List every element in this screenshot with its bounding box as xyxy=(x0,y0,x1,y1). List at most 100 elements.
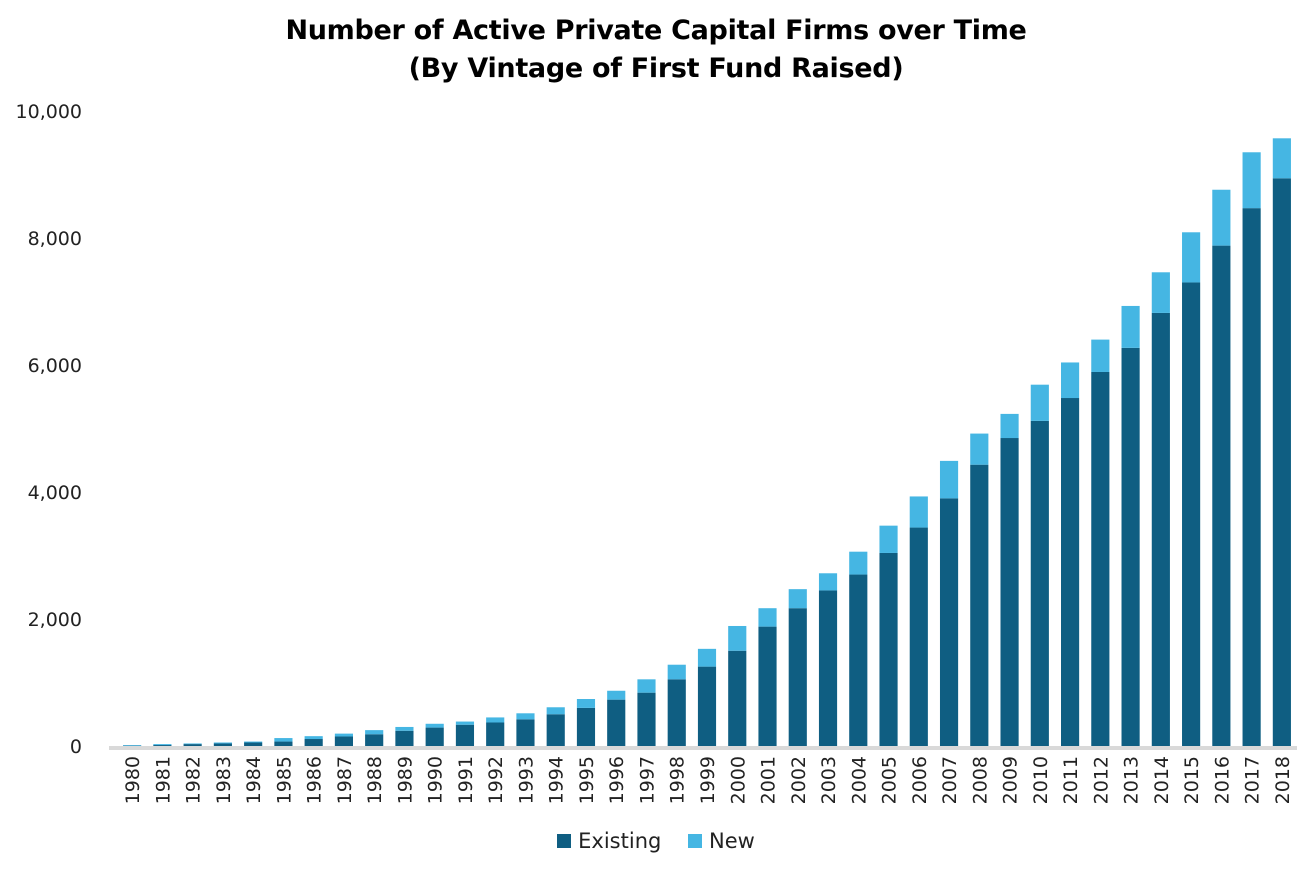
bar-new-2005 xyxy=(879,525,898,553)
bar-new-2004 xyxy=(849,551,868,575)
x-tick-label: 1984 xyxy=(243,756,265,804)
x-tick-label: 2015 xyxy=(1181,756,1203,804)
x-tick-label: 1996 xyxy=(606,756,628,804)
bar-existing-1995 xyxy=(576,707,596,746)
x-tick-label: 1982 xyxy=(183,756,205,804)
bar-existing-1989 xyxy=(395,730,414,746)
bar-new-1990 xyxy=(425,723,444,728)
legend-item-new: New xyxy=(688,829,755,853)
bar-existing-2015 xyxy=(1182,282,1201,746)
x-tick-label: 2006 xyxy=(909,756,931,804)
bar-existing-1994 xyxy=(546,714,565,746)
bar-new-2003 xyxy=(818,573,838,591)
bar-existing-1992 xyxy=(486,722,505,746)
x-tick-label: 1992 xyxy=(485,756,507,804)
bar-new-1995 xyxy=(576,699,596,708)
chart-title: Number of Active Private Capital Firms o… xyxy=(285,15,1027,46)
x-tick-label: 1993 xyxy=(515,756,537,804)
bar-new-2017 xyxy=(1242,152,1261,209)
bar-new-1992 xyxy=(486,717,505,723)
bar-new-1996 xyxy=(607,690,626,700)
bar-new-1984 xyxy=(244,741,263,743)
legend-item-existing: Existing xyxy=(557,829,661,853)
y-tick-label: 0 xyxy=(70,736,82,758)
y-tick-label: 10,000 xyxy=(16,101,82,123)
bar-existing-1990 xyxy=(425,727,444,746)
y-tick-label: 6,000 xyxy=(28,355,82,377)
x-tick-label: 2002 xyxy=(788,756,810,804)
bar-existing-2017 xyxy=(1242,208,1261,746)
bar-new-2001 xyxy=(758,608,777,627)
chart-subtitle: (By Vintage of First Fund Raised) xyxy=(408,53,904,84)
bar-existing-2002 xyxy=(788,608,807,746)
legend-label-new: New xyxy=(709,829,755,853)
bar-new-1986 xyxy=(304,736,323,740)
bar-new-2006 xyxy=(909,496,928,528)
legend-label-existing: Existing xyxy=(578,829,662,853)
bar-new-2015 xyxy=(1182,232,1201,283)
bar-existing-1988 xyxy=(365,734,384,746)
y-tick-label: 2,000 xyxy=(28,609,82,631)
x-tick-label: 1981 xyxy=(152,756,174,804)
bar-new-2012 xyxy=(1091,339,1110,372)
bar-existing-2011 xyxy=(1061,398,1080,746)
bar-new-1989 xyxy=(395,726,414,731)
chart-title-block: Number of Active Private Capital Firms o… xyxy=(0,12,1312,88)
bar-existing-1993 xyxy=(516,719,535,746)
x-tick-label: 1997 xyxy=(636,756,658,804)
bar-new-1997 xyxy=(637,679,656,693)
bar-existing-1996 xyxy=(607,699,626,746)
x-tick-label: 2003 xyxy=(818,756,840,804)
x-tick-label: 2000 xyxy=(727,756,749,804)
bar-existing-2008 xyxy=(970,464,989,746)
x-tick-label: 1989 xyxy=(394,756,416,804)
bar-new-1987 xyxy=(334,733,353,737)
bar-existing-2014 xyxy=(1151,312,1170,746)
bar-existing-2012 xyxy=(1091,371,1110,746)
x-tick-label: 1980 xyxy=(122,756,144,804)
x-tick-label: 2011 xyxy=(1060,756,1082,804)
bar-existing-2010 xyxy=(1030,420,1049,746)
bar-existing-1985 xyxy=(274,741,293,746)
y-tick-label: 4,000 xyxy=(28,482,82,504)
x-tick-label: 1983 xyxy=(213,756,235,804)
bar-new-1983 xyxy=(213,742,232,744)
x-tick-label: 1987 xyxy=(334,756,356,804)
x-tick-label: 2008 xyxy=(969,756,991,804)
bar-existing-2016 xyxy=(1212,245,1231,746)
bar-existing-1991 xyxy=(455,724,475,746)
bar-existing-2005 xyxy=(879,552,898,746)
x-tick-label: 2001 xyxy=(758,756,780,804)
bar-new-2010 xyxy=(1030,384,1049,421)
x-tick-label: 2018 xyxy=(1272,756,1294,804)
bar-new-1998 xyxy=(667,664,686,680)
bar-new-1993 xyxy=(516,713,535,720)
bar-existing-1984 xyxy=(244,742,263,746)
bar-existing-1981 xyxy=(153,745,172,746)
bar-existing-2009 xyxy=(1000,438,1019,746)
x-tick-label: 2017 xyxy=(1242,756,1264,804)
x-tick-label: 1988 xyxy=(364,756,386,804)
bar-existing-1999 xyxy=(697,666,717,746)
bar-existing-1998 xyxy=(667,679,686,746)
bar-new-1988 xyxy=(365,730,384,735)
bar-new-2008 xyxy=(970,433,989,465)
x-tick-label: 2005 xyxy=(879,756,901,804)
bar-existing-2003 xyxy=(818,590,838,746)
bar-new-1999 xyxy=(697,648,717,667)
bar-existing-2013 xyxy=(1121,347,1140,746)
x-tick-label: 1985 xyxy=(273,756,295,804)
bar-new-1981 xyxy=(153,744,172,746)
x-tick-label: 2013 xyxy=(1121,756,1143,804)
x-tick-label: 1986 xyxy=(304,756,326,804)
bar-new-2000 xyxy=(728,625,747,651)
legend-swatch-new xyxy=(688,834,703,848)
bar-existing-2001 xyxy=(758,626,777,746)
bar-existing-1986 xyxy=(304,739,323,746)
x-tick-label: 1991 xyxy=(455,756,477,804)
bar-new-2007 xyxy=(939,460,959,499)
x-tick-label: 2010 xyxy=(1030,756,1052,804)
x-tick-label: 2014 xyxy=(1151,756,1173,804)
bar-new-1994 xyxy=(546,707,565,715)
bar-new-2016 xyxy=(1212,189,1231,246)
